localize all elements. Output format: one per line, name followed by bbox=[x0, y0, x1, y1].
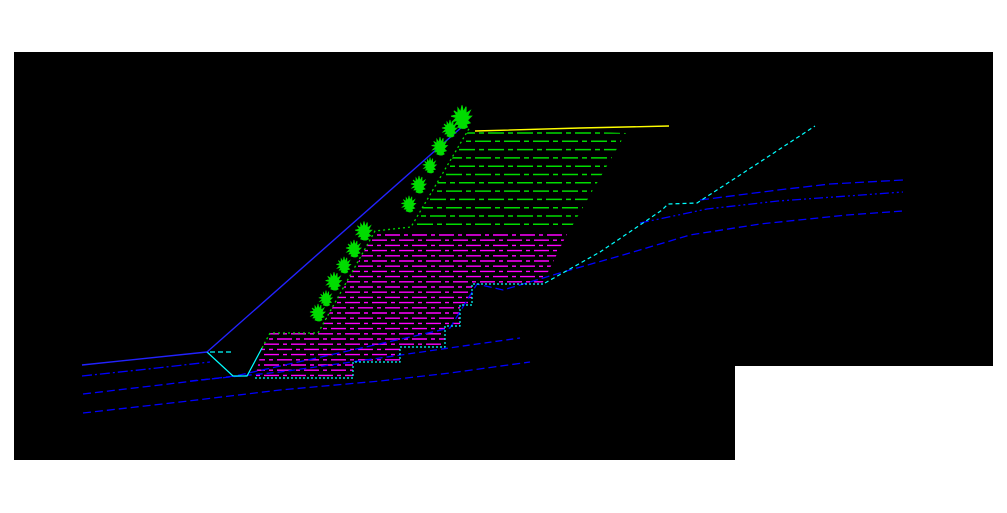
vegetation-clump bbox=[450, 105, 473, 129]
vegetation-clump bbox=[354, 221, 373, 241]
vegetation-clump bbox=[422, 157, 438, 174]
original-ground-cyan bbox=[544, 125, 816, 284]
vegetation-clump bbox=[336, 256, 352, 274]
vegetation-clump bbox=[318, 290, 334, 307]
left-ground-line-1 bbox=[81, 351, 208, 366]
crest-line bbox=[474, 125, 670, 132]
vegetation-clump bbox=[431, 137, 449, 156]
model-space-lower bbox=[14, 366, 735, 460]
slope-design-line bbox=[206, 125, 464, 353]
vegetation-clump bbox=[345, 239, 362, 258]
vegetation-clump bbox=[309, 303, 326, 322]
vegetation-clump bbox=[410, 175, 427, 194]
model-space-upper bbox=[14, 52, 993, 366]
strata-line-long bbox=[82, 210, 904, 395]
strata-line-mid bbox=[189, 337, 521, 382]
left-ground-line-2 bbox=[81, 361, 211, 377]
toe-ditch bbox=[206, 347, 263, 377]
vegetation-clump bbox=[325, 272, 343, 291]
bench-staircase bbox=[255, 283, 545, 379]
slope-vegetation bbox=[309, 105, 473, 322]
right-ground-line-1 bbox=[699, 179, 904, 201]
vegetation-clump bbox=[401, 195, 417, 213]
right-ground-line-2 bbox=[639, 191, 904, 224]
vegetation-clump bbox=[441, 119, 458, 138]
